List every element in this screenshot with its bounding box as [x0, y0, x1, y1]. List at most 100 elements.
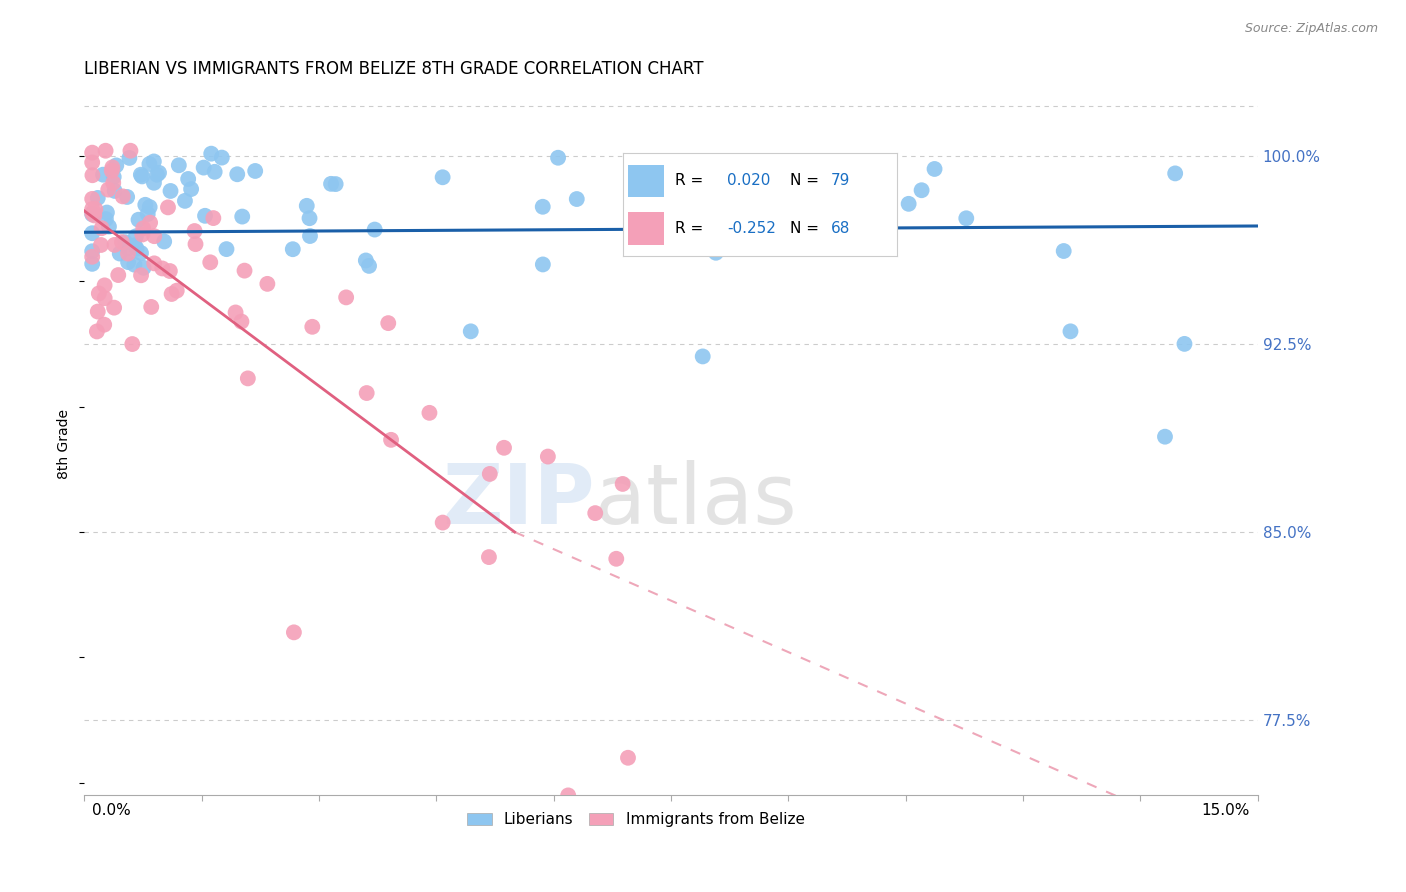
- Point: [97, 219, 120, 234]
- Point: [356, 386, 378, 401]
- Point: [236, 371, 259, 385]
- Point: [557, 789, 579, 803]
- Point: [924, 161, 946, 176]
- Point: [82, 145, 104, 160]
- Point: [335, 290, 357, 304]
- Point: [231, 314, 253, 328]
- Point: [93, 291, 115, 305]
- Point: [153, 235, 176, 249]
- Point: [1053, 244, 1076, 258]
- Point: [531, 257, 554, 271]
- Point: [87, 286, 110, 301]
- Text: N =: N =: [790, 173, 818, 188]
- Text: LIBERIAN VS IMMIGRANTS FROM BELIZE 8TH GRADE CORRELATION CHART: LIBERIAN VS IMMIGRANTS FROM BELIZE 8TH G…: [84, 60, 704, 78]
- Point: [82, 244, 104, 259]
- Point: [138, 157, 160, 171]
- Point: [283, 625, 305, 640]
- Point: [131, 227, 153, 242]
- Text: N =: N =: [790, 220, 818, 235]
- Point: [103, 301, 125, 315]
- Point: [90, 238, 112, 252]
- Point: [101, 161, 124, 175]
- Point: [94, 212, 117, 227]
- Point: [354, 253, 377, 268]
- Point: [910, 183, 932, 197]
- Point: [159, 184, 181, 198]
- Point: [617, 751, 640, 765]
- Point: [103, 238, 125, 252]
- Point: [612, 477, 634, 491]
- Point: [105, 158, 128, 172]
- Point: [160, 287, 183, 301]
- Point: [245, 164, 267, 178]
- Point: [132, 260, 155, 275]
- Point: [115, 190, 138, 204]
- Point: [83, 209, 105, 223]
- Point: [1164, 166, 1187, 180]
- Point: [97, 183, 120, 197]
- Text: -0.252: -0.252: [727, 220, 776, 235]
- Point: [202, 211, 225, 225]
- Point: [146, 168, 169, 182]
- Point: [87, 304, 110, 318]
- Point: [148, 166, 170, 180]
- Point: [180, 182, 202, 196]
- Point: [156, 200, 179, 214]
- Point: [174, 194, 197, 208]
- Text: atlas: atlas: [595, 460, 797, 541]
- Text: ZIP: ZIP: [443, 460, 595, 541]
- Point: [215, 242, 238, 256]
- Point: [357, 259, 380, 273]
- Point: [460, 324, 482, 338]
- Point: [692, 350, 714, 364]
- Point: [204, 165, 226, 179]
- Point: [117, 255, 139, 269]
- Text: R =: R =: [675, 173, 703, 188]
- Point: [107, 268, 129, 282]
- Bar: [628, 211, 664, 244]
- Point: [194, 209, 217, 223]
- Point: [231, 210, 253, 224]
- Point: [118, 151, 141, 165]
- Point: [897, 197, 920, 211]
- Point: [82, 250, 104, 264]
- Point: [93, 278, 115, 293]
- Point: [82, 192, 104, 206]
- Point: [150, 261, 173, 276]
- Text: 79: 79: [831, 173, 851, 188]
- Point: [808, 228, 831, 243]
- Point: [432, 516, 454, 530]
- Text: 0.0%: 0.0%: [93, 803, 131, 818]
- Point: [704, 245, 727, 260]
- Point: [200, 255, 222, 269]
- Point: [418, 406, 440, 420]
- Point: [94, 144, 117, 158]
- Point: [104, 184, 127, 198]
- Point: [955, 211, 977, 226]
- Point: [200, 146, 222, 161]
- Point: [298, 229, 321, 244]
- Point: [124, 258, 146, 272]
- Point: [377, 316, 399, 330]
- Text: R =: R =: [675, 220, 703, 235]
- Text: Source: ZipAtlas.com: Source: ZipAtlas.com: [1244, 22, 1378, 36]
- Point: [478, 550, 501, 565]
- Point: [90, 221, 112, 235]
- Point: [82, 257, 104, 271]
- Point: [124, 238, 146, 252]
- Point: [298, 211, 321, 226]
- Point: [301, 319, 323, 334]
- Point: [129, 268, 152, 283]
- Point: [136, 207, 159, 221]
- Point: [143, 229, 166, 244]
- Point: [183, 224, 205, 238]
- Point: [166, 284, 188, 298]
- Point: [91, 168, 114, 182]
- Point: [121, 337, 143, 351]
- Point: [128, 212, 150, 227]
- Point: [93, 318, 115, 332]
- Point: [211, 151, 233, 165]
- Point: [1173, 337, 1195, 351]
- Text: 15.0%: 15.0%: [1202, 803, 1250, 818]
- Point: [142, 154, 165, 169]
